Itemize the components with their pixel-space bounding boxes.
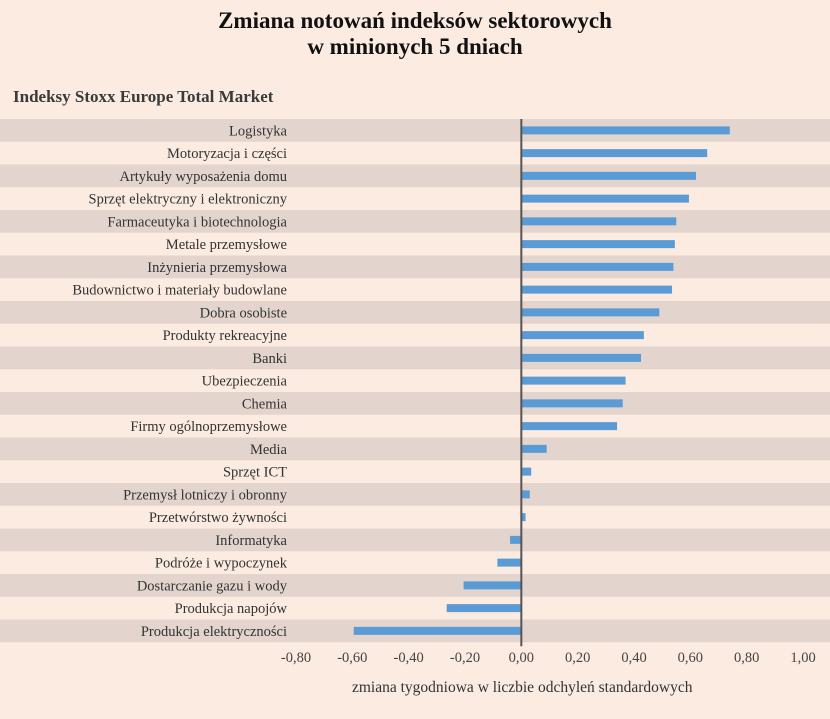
bar bbox=[463, 581, 522, 590]
category-label: Przetwórstwo żywności bbox=[149, 510, 287, 526]
bar bbox=[521, 422, 618, 431]
category-label: Farmaceutyka i biotechnologia bbox=[107, 214, 287, 230]
category-label: Produkcja napojów bbox=[175, 601, 288, 617]
category-label: Informatyka bbox=[215, 533, 287, 549]
bar bbox=[521, 467, 532, 476]
bar bbox=[521, 444, 547, 453]
x-tick-label: 0,00 bbox=[509, 650, 534, 666]
bar bbox=[521, 171, 696, 180]
bar bbox=[521, 285, 673, 294]
chart-title: Zmiana notowań indeksów sektorowych w mi… bbox=[0, 8, 830, 60]
category-label: Przemysł lotniczy i obronny bbox=[123, 487, 288, 503]
category-label: Ubezpieczenia bbox=[202, 374, 288, 390]
x-tick-label: 1,00 bbox=[790, 650, 815, 666]
category-label: Sprzęt elektryczny i elektroniczny bbox=[89, 192, 288, 208]
category-label: Dostarczanie gazu i wody bbox=[137, 578, 288, 594]
chart-subtitle: Indeksy Stoxx Europe Total Market bbox=[13, 87, 274, 106]
row-band bbox=[0, 574, 830, 597]
bar bbox=[521, 331, 644, 340]
x-tick-label: 0,40 bbox=[621, 650, 646, 666]
row-band bbox=[0, 210, 830, 233]
bar bbox=[353, 626, 522, 635]
category-label: Metale przemysłowe bbox=[166, 237, 287, 253]
category-label: Budownictwo i materiały budowlane bbox=[72, 283, 287, 299]
category-label: Podróże i wypoczynek bbox=[155, 556, 288, 572]
category-label: Media bbox=[250, 442, 288, 458]
category-label: Dobra osobiste bbox=[200, 305, 287, 321]
row-band bbox=[0, 164, 830, 188]
category-label: Produkcja elektryczności bbox=[141, 624, 287, 640]
category-label: Firmy ogólnoprzemysłowe bbox=[130, 419, 287, 435]
chart-title-line-1: Zmiana notowań indeksów sektorowych bbox=[218, 8, 612, 33]
bars bbox=[353, 126, 730, 635]
bar bbox=[521, 399, 623, 408]
category-label: Chemia bbox=[242, 396, 288, 412]
bar bbox=[521, 376, 626, 385]
x-tick-label: 0,20 bbox=[565, 650, 590, 666]
bar bbox=[521, 217, 677, 226]
bar bbox=[521, 149, 708, 158]
bar bbox=[521, 262, 674, 271]
x-tick-label: -0,80 bbox=[281, 650, 311, 666]
row-band bbox=[0, 528, 830, 552]
x-axis: -0,80 -0,60 -0,40 -0,20 0,00 0,20 0,40 0,60 0,80… bbox=[281, 119, 816, 666]
bar bbox=[521, 308, 660, 317]
row-band bbox=[0, 301, 830, 324]
category-label: Artykuły wyposażenia domu bbox=[119, 169, 287, 185]
chart-title-line-2: w minionych 5 dniach bbox=[307, 34, 523, 59]
x-tick-label: -0,40 bbox=[394, 650, 424, 666]
x-tick-label: 0,60 bbox=[678, 650, 703, 666]
bar bbox=[521, 126, 730, 135]
row-band bbox=[0, 255, 830, 279]
row-band bbox=[0, 346, 830, 370]
category-labels: Logistyka Motoryzacja i części Artykuły wy… bbox=[72, 123, 287, 640]
x-axis-label: zmiana tygodniowa w liczbie odchyleń sta… bbox=[352, 679, 693, 696]
category-label: Banki bbox=[252, 351, 287, 367]
x-tick-label: -0,20 bbox=[450, 650, 480, 666]
row-band bbox=[0, 392, 830, 415]
bar bbox=[521, 240, 675, 249]
category-label: Produkty rekreacyjne bbox=[163, 328, 287, 344]
bar bbox=[446, 604, 522, 613]
bar bbox=[497, 558, 522, 567]
category-label: Motoryzacja i części bbox=[167, 146, 287, 162]
category-label: Inżynieria przemysłowa bbox=[147, 260, 287, 276]
category-label: Logistyka bbox=[229, 123, 288, 139]
row-band bbox=[0, 483, 830, 506]
category-label: Sprzęt ICT bbox=[223, 465, 287, 481]
bar bbox=[521, 513, 526, 522]
bar bbox=[521, 353, 642, 362]
x-tick-label: -0,60 bbox=[337, 650, 367, 666]
bar bbox=[510, 535, 522, 544]
row-band bbox=[0, 119, 830, 142]
bar bbox=[521, 490, 530, 499]
row-bands bbox=[0, 119, 830, 643]
row-band bbox=[0, 437, 830, 461]
bar bbox=[521, 194, 689, 203]
x-tick-label: 0,80 bbox=[734, 650, 759, 666]
